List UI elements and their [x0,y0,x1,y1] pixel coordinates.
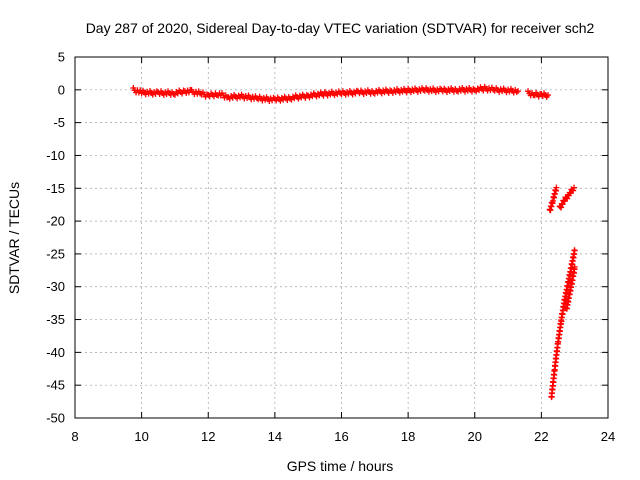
x-tick-label: 8 [71,429,78,444]
y-tick-label: -50 [46,411,65,426]
data-segment [556,184,578,211]
x-tick-label: 16 [334,429,348,444]
data-point [545,92,552,99]
y-tick-label: -20 [46,214,65,229]
y-tick-label: -25 [46,246,65,261]
y-tick-label: -35 [46,312,65,327]
x-tick-label: 14 [268,429,282,444]
data-point [571,184,578,191]
x-tick-label: 20 [468,429,482,444]
y-tick-label: -30 [46,279,65,294]
x-tick-label: 22 [534,429,548,444]
data-point [515,88,522,95]
data-marks [130,83,578,401]
data-point [559,201,566,208]
data-point [558,204,565,211]
y-tick-label: -10 [46,148,65,163]
x-tick-label: 24 [601,429,615,444]
axis-ticks [74,56,609,419]
data-segment [525,88,552,100]
x-tick-label: 10 [134,429,148,444]
data-segment [563,264,578,312]
data-point [571,247,578,254]
x-axis-label: GPS time / hours [287,458,394,474]
x-tick-label: 18 [401,429,415,444]
data-point [553,184,560,191]
chart-title: Day 287 of 2020, Sidereal Day-to-day VTE… [86,20,595,36]
y-tick-label: 0 [58,82,65,97]
x-tick-labels: 8 10 12 14 16 18 20 22 24 [71,429,615,444]
y-tick-label: -15 [46,181,65,196]
y-tick-label: 5 [58,50,65,65]
data-point [571,264,578,271]
y-tick-labels: 5 0 -5 -10 -15 -20 -25 -30 -35 -40 -45 -50 [46,50,65,426]
y-tick-label: -45 [46,378,65,393]
data-point [570,187,577,194]
x-tick-label: 12 [201,429,215,444]
data-point [539,92,546,99]
y-axis-label: SDTVAR / TECUs [6,182,22,294]
y-tick-label: -40 [46,345,65,360]
y-tick-label: -5 [53,115,65,130]
data-segment [548,247,578,401]
data-segment [546,184,560,214]
grid [75,57,608,418]
data-point [564,195,571,202]
data-segment [130,83,522,105]
